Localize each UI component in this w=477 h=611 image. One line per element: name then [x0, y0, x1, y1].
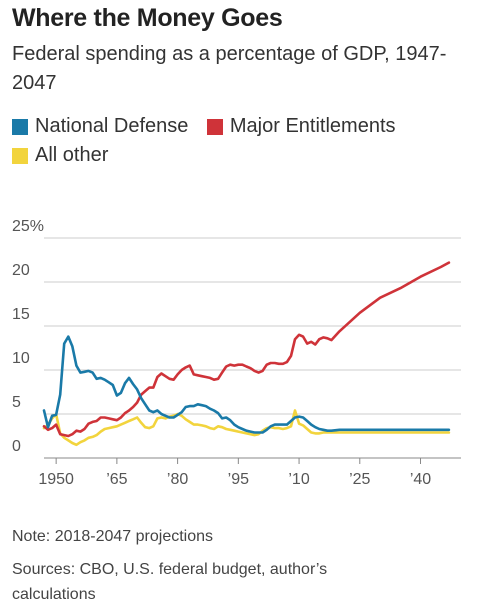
chart-sources: Sources: CBO, U.S. federal budget, autho…	[12, 561, 328, 603]
x-tick-label: 1950	[38, 471, 74, 488]
chart-note: Note: 2018-2047 projections	[12, 528, 214, 545]
y-tick-label: 0	[12, 438, 21, 455]
legend: National Defense Major Entitlements All …	[12, 112, 472, 170]
legend-label-major-entitlements: Major Entitlements	[229, 115, 396, 137]
legend-swatch-major-entitlements	[206, 118, 223, 135]
series-line-national-defense	[42, 335, 451, 434]
chart-subtitle: Federal spending as a percentage of GDP,…	[12, 43, 447, 94]
legend-label-all-other: All other	[35, 144, 109, 166]
x-tick-label: ’80	[167, 471, 188, 488]
y-tick-label: 25%	[12, 218, 44, 235]
legend-swatch-all-other	[12, 147, 28, 164]
y-tick-label: 20	[12, 262, 30, 279]
y-tick-label: 10	[12, 350, 30, 367]
x-tick-label: ’10	[288, 471, 309, 488]
x-tick-label: ’25	[349, 471, 370, 488]
chart-title: Where the Money Goes	[12, 4, 283, 32]
legend-swatch-national-defense	[12, 118, 28, 135]
legend-item-major-entitlements: Major Entitlements	[206, 112, 396, 141]
series-line-major-entitlements	[42, 261, 451, 438]
legend-label-national-defense: National Defense	[35, 115, 189, 137]
legend-item-all-other: All other	[12, 141, 108, 170]
x-tick-label: ’40	[410, 471, 431, 488]
series-line-all-other	[42, 409, 451, 447]
line-chart: 25% 20 15 10 5 0 1950 ’65 ’80 ’95 ’10 ’25 ’40	[12, 218, 461, 488]
y-tick-label: 5	[12, 394, 21, 411]
x-tick-label: ’65	[106, 471, 127, 488]
y-tick-label: 15	[12, 306, 30, 323]
x-tick-label: ’95	[228, 471, 249, 488]
legend-item-national-defense: National Defense	[12, 112, 188, 141]
